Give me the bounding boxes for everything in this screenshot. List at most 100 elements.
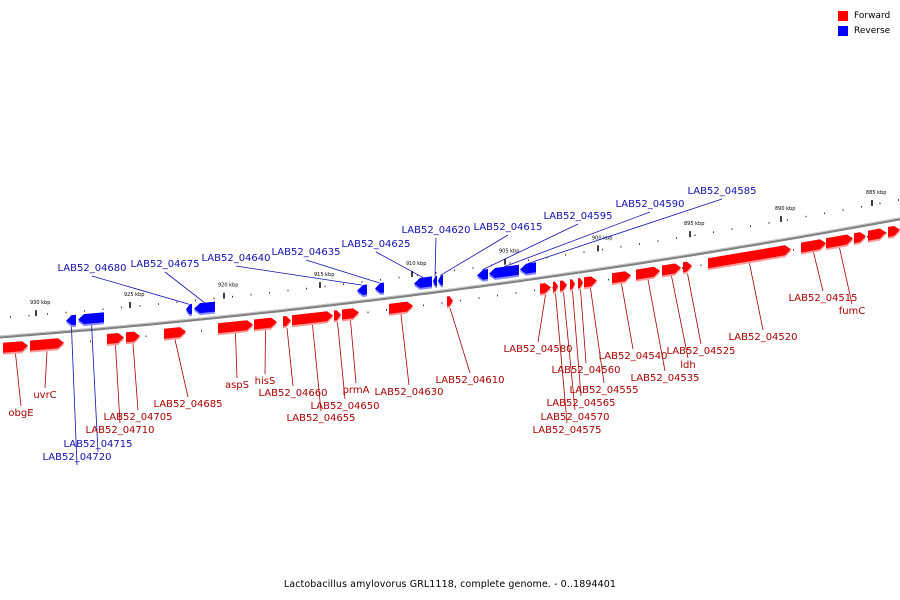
gene-arrow [662, 263, 681, 278]
leader-line [132, 343, 139, 411]
gene-arrow [540, 283, 551, 296]
tick-label: 910 kbp [406, 261, 426, 267]
minor-tick [842, 209, 844, 211]
gene-arrow [489, 264, 519, 280]
minor-tick [805, 215, 807, 218]
gene-label: LAB52_04630 [374, 387, 443, 398]
leader-line [590, 288, 605, 384]
gene-arrow [78, 312, 104, 327]
gene-body [438, 275, 443, 286]
minor-tick [620, 245, 622, 248]
gene-body [868, 228, 886, 241]
gene-body [254, 317, 277, 330]
leader-line [537, 294, 546, 343]
gene-body [854, 232, 866, 244]
leader-line [164, 271, 205, 303]
minor-tick [158, 303, 159, 305]
gene-label: ldh [680, 360, 695, 371]
gene-label: LAB52_04635 [271, 247, 340, 258]
leader-line [174, 339, 189, 398]
leader-line [286, 327, 294, 387]
gene-arrow [334, 310, 341, 323]
minor-tick [139, 305, 141, 307]
gene-body [520, 262, 536, 274]
gene-body [375, 282, 384, 293]
gene-label: LAB52_04595 [543, 211, 612, 222]
genome-caption: Lactobacillus amylovorus GRL1118, comple… [283, 579, 617, 590]
leader-line [115, 345, 121, 424]
gene-body [357, 284, 367, 295]
gene-body [389, 301, 413, 314]
gene-body [477, 269, 488, 280]
gene-body [570, 279, 575, 290]
minor-tick [713, 231, 714, 233]
tick-label: 925 kbp [124, 292, 144, 298]
gene-label: LAB52_04660 [258, 388, 327, 399]
gene-label: LAB52_04710 [85, 425, 154, 436]
forward-swatch [838, 10, 848, 21]
leader-line [647, 279, 666, 372]
leader-line [671, 275, 689, 359]
minor-tick [867, 235, 868, 238]
gene-body [126, 331, 140, 343]
gene-arrow [414, 276, 432, 290]
gene-label: LAB52_04540 [598, 351, 667, 362]
leader-line [350, 320, 357, 384]
leader-line [337, 322, 346, 400]
gene-arrow [520, 262, 536, 276]
gene-arrow [66, 314, 76, 328]
minor-tick [608, 278, 609, 281]
gene-body [578, 278, 583, 289]
gene-label: LAB52_04560 [551, 365, 620, 376]
tick-label: 920 kbp [218, 283, 238, 289]
tick-label: 905 kbp [499, 249, 519, 255]
leader-line [44, 351, 48, 389]
gene-label: LAB52_04615 [473, 222, 542, 233]
gene-arrow [584, 276, 597, 290]
gene-label: LAB52_04655 [286, 413, 355, 424]
tick-label: 900 kbp [592, 235, 612, 241]
gene-arrow [342, 308, 359, 322]
gene-body [447, 296, 453, 307]
leader-line [572, 291, 582, 397]
gene-arrow [578, 278, 583, 291]
gene-body [683, 261, 692, 273]
minor-tick [84, 310, 85, 312]
minor-tick [898, 199, 899, 201]
gene-label: LAB52_04520 [728, 332, 797, 343]
gene-body [283, 316, 291, 327]
gene-body [292, 311, 333, 326]
minor-tick [47, 313, 48, 315]
gene-arrow [292, 311, 333, 328]
gene-arrow [888, 225, 900, 239]
gene-label: hisS [255, 376, 276, 387]
minor-tick [750, 225, 751, 227]
leader-line [580, 289, 587, 364]
gene-arrow [3, 341, 28, 355]
tick-label: 915 kbp [314, 272, 334, 278]
gene-body [708, 245, 791, 269]
minor-tick [460, 299, 461, 302]
backbone-highlight [0, 217, 900, 337]
minor-tick [201, 330, 202, 332]
leader-line [70, 315, 78, 466]
minor-tick [509, 262, 511, 264]
gene-features [3, 225, 900, 355]
gene-body [186, 303, 192, 315]
minor-tick [478, 297, 480, 299]
minor-tick [824, 212, 825, 215]
gene-arrow [826, 234, 853, 251]
tick-label: 930 kbp [30, 300, 50, 306]
legend-item-reverse: Reverse [838, 23, 890, 38]
gene-label: LAB52_04535 [630, 373, 699, 384]
gene-body [30, 338, 64, 351]
leader-line [449, 307, 471, 374]
gene-body [107, 333, 124, 344]
gene-arrow [194, 301, 215, 316]
gene-arrow [636, 266, 660, 282]
minor-tick [102, 308, 104, 311]
gene-arrow [433, 275, 437, 288]
gene-body [3, 341, 28, 353]
leader-line [440, 234, 509, 276]
